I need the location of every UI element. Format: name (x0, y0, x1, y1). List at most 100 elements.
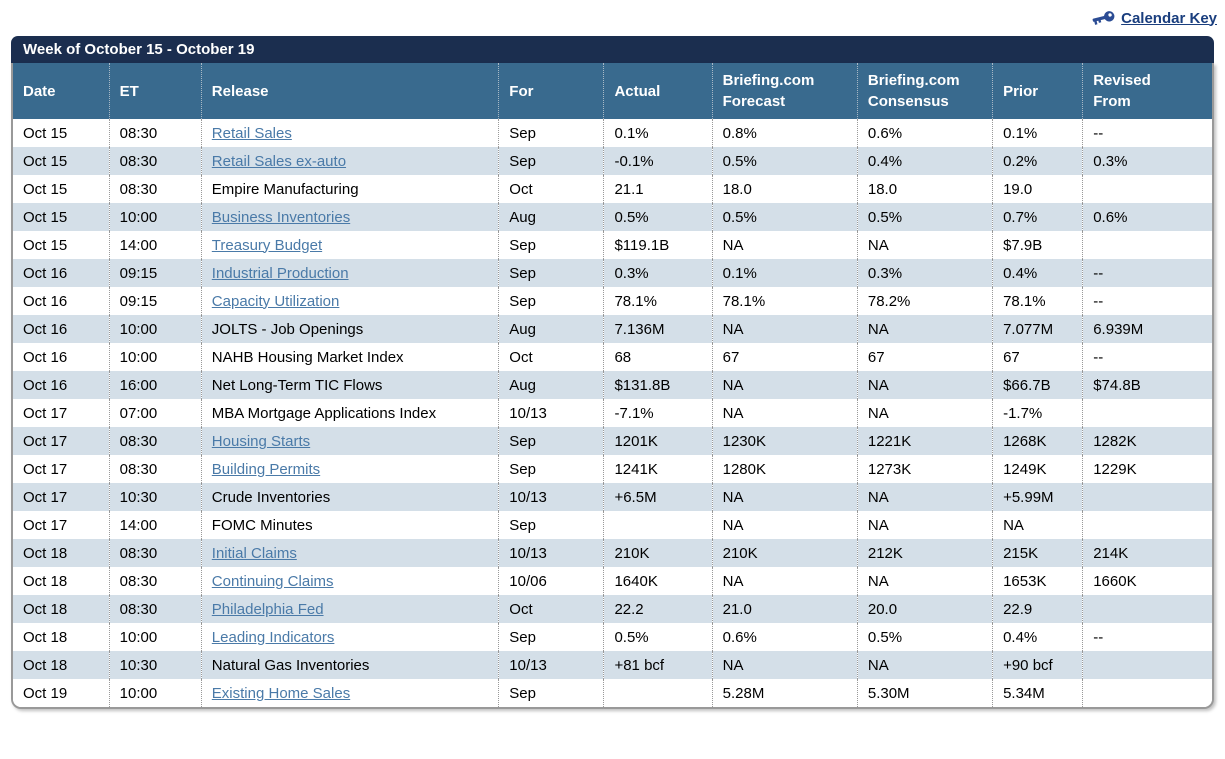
prior-cell: 78.1% (992, 287, 1083, 315)
release-link[interactable]: Capacity Utilization (211, 292, 340, 310)
et-cell: 10:30 (108, 483, 202, 511)
release-link[interactable]: Housing Starts (211, 432, 311, 450)
et-cell: 08:30 (108, 427, 202, 455)
forecast-cell: 78.1% (711, 287, 858, 315)
forecast-cell: 18.0 (711, 175, 858, 203)
date-cell: Oct 18 (23, 656, 68, 674)
revised-from-cell: -- (1082, 623, 1212, 651)
et-cell: 08:30 (108, 595, 202, 623)
for-cell: Aug (498, 203, 604, 231)
consensus-cell: 20.0 (856, 595, 993, 623)
consensus-cell: 0.4% (856, 147, 993, 175)
release-text: NAHB Housing Market Index (211, 348, 404, 366)
actual-cell: +6.5M (603, 483, 713, 511)
release-text: MBA Mortgage Applications Index (211, 404, 437, 422)
consensus-cell: 0.5% (856, 203, 993, 231)
release-link[interactable]: Treasury Budget (211, 236, 323, 254)
for-cell: 10/13 (498, 483, 604, 511)
release-link[interactable]: Existing Home Sales (211, 684, 351, 702)
release-cell: JOLTS - Job Openings (200, 315, 499, 343)
calendar-table: Date ET Release For Actual Briefing.com … (13, 63, 1212, 707)
release-cell: Net Long-Term TIC Flows (200, 371, 499, 399)
top-bar: Calendar Key (0, 0, 1225, 36)
release-link[interactable]: Building Permits (211, 460, 321, 478)
date-cell: Oct 18 (23, 572, 68, 590)
release-link[interactable]: Initial Claims (211, 544, 297, 562)
release-cell: Crude Inventories (200, 483, 499, 511)
table-row: Oct 16 10:00 JOLTS - Job Openings Aug 7.… (13, 315, 1212, 343)
revised-from-cell: 6.939M (1082, 315, 1212, 343)
table-row: Oct 18 10:00 Leading Indicators Sep 0.5%… (13, 623, 1212, 651)
forecast-cell: NA (711, 315, 858, 343)
for-cell: Aug (498, 371, 604, 399)
actual-cell: -7.1% (603, 399, 713, 427)
table-row: Oct 16 09:15 Industrial Production Sep 0… (13, 259, 1212, 287)
release-cell: Initial Claims (200, 539, 499, 567)
release-link[interactable]: Philadelphia Fed (211, 600, 324, 618)
revised-from-cell: 0.3% (1082, 147, 1212, 175)
release-cell: MBA Mortgage Applications Index (200, 399, 499, 427)
economic-calendar: Week of October 15 - October 19 Date ET … (11, 36, 1214, 709)
col-header-forecast: Briefing.com Forecast (711, 63, 858, 119)
col-header-release: Release (200, 63, 499, 119)
forecast-cell: 0.8% (711, 119, 858, 147)
consensus-cell: NA (856, 511, 993, 539)
release-link[interactable]: Industrial Production (211, 264, 349, 282)
date-cell: Oct 15 (23, 236, 68, 254)
for-cell: Sep (498, 455, 604, 483)
release-cell: Building Permits (200, 455, 499, 483)
release-cell: Housing Starts (200, 427, 499, 455)
release-text: Net Long-Term TIC Flows (211, 376, 383, 394)
et-cell: 14:00 (108, 231, 202, 259)
date-cell: Oct 18 (23, 600, 68, 618)
consensus-cell: NA (856, 651, 993, 679)
table-row: Oct 18 08:30 Initial Claims 10/13 210K 2… (13, 539, 1212, 567)
consensus-cell: NA (856, 483, 993, 511)
prior-cell: $7.9B (992, 231, 1083, 259)
release-link[interactable]: Business Inventories (211, 208, 351, 226)
forecast-cell: NA (711, 231, 858, 259)
consensus-cell: 78.2% (856, 287, 993, 315)
date-cell: Oct 17 (23, 488, 68, 506)
table-row: Oct 19 10:00 Existing Home Sales Sep 5.2… (13, 679, 1212, 707)
actual-cell: $119.1B (603, 231, 713, 259)
revised-from-cell (1082, 595, 1212, 623)
for-cell: Sep (498, 147, 604, 175)
actual-cell (603, 511, 713, 539)
consensus-cell: 0.6% (856, 119, 993, 147)
release-link[interactable]: Retail Sales (211, 124, 292, 142)
for-cell: 10/13 (498, 651, 604, 679)
date-cell: Oct 17 (23, 432, 68, 450)
revised-from-cell (1082, 175, 1212, 203)
release-link[interactable]: Retail Sales ex-auto (211, 152, 347, 170)
prior-cell: 0.4% (992, 623, 1083, 651)
date-cell: Oct 16 (23, 320, 68, 338)
for-cell: Aug (498, 315, 604, 343)
release-cell: Continuing Claims (200, 567, 499, 595)
table-row: Oct 16 09:15 Capacity Utilization Sep 78… (13, 287, 1212, 315)
revised-from-cell: 1229K (1082, 455, 1212, 483)
forecast-cell: NA (711, 371, 858, 399)
consensus-cell: NA (856, 315, 993, 343)
prior-cell: $66.7B (992, 371, 1083, 399)
date-cell: Oct 15 (23, 152, 68, 170)
actual-cell: 1640K (603, 567, 713, 595)
for-cell: Sep (498, 259, 604, 287)
date-cell: Oct 15 (23, 208, 68, 226)
release-link[interactable]: Leading Indicators (211, 628, 335, 646)
release-cell: NAHB Housing Market Index (200, 343, 499, 371)
et-cell: 08:30 (108, 567, 202, 595)
consensus-cell: NA (856, 399, 993, 427)
consensus-cell: NA (856, 231, 993, 259)
date-cell: Oct 17 (23, 516, 68, 534)
prior-cell: +5.99M (992, 483, 1083, 511)
et-cell: 08:30 (108, 539, 202, 567)
calendar-key-link[interactable]: Calendar Key (1090, 8, 1217, 29)
release-link[interactable]: Continuing Claims (211, 572, 334, 590)
prior-cell: +90 bcf (992, 651, 1083, 679)
for-cell: Oct (498, 343, 604, 371)
et-cell: 07:00 (108, 399, 202, 427)
release-cell: Retail Sales (200, 119, 499, 147)
for-cell: Sep (498, 119, 604, 147)
prior-cell: NA (992, 511, 1083, 539)
